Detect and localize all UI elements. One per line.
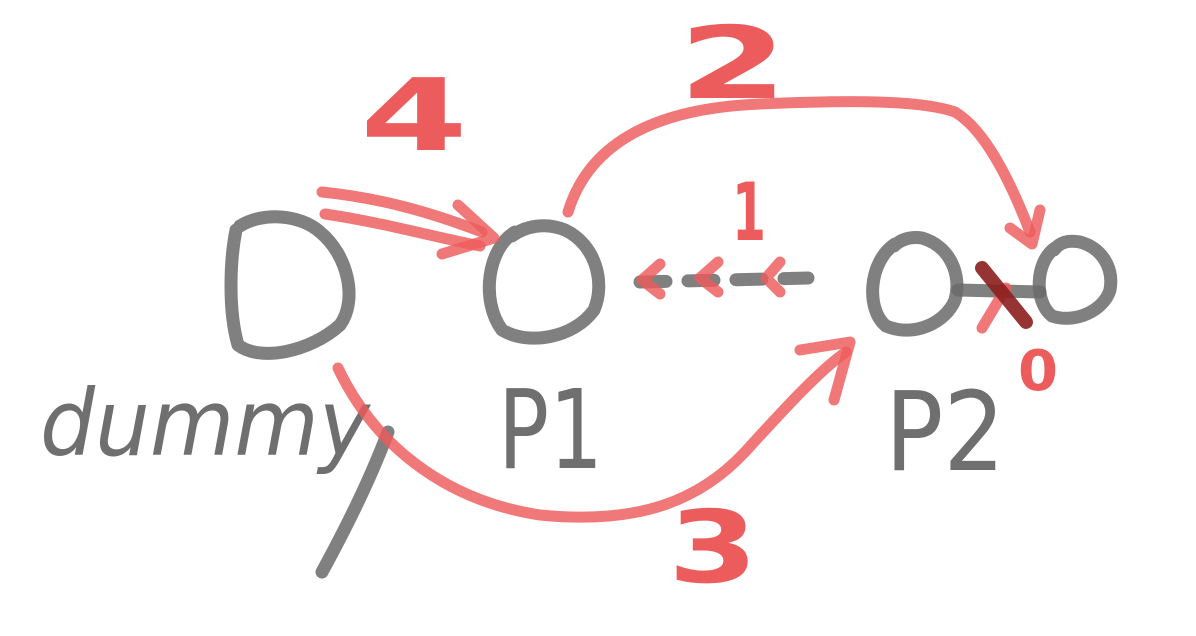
dashed-link-red-arrowhead-3: [760, 256, 786, 298]
step-2-label: 2: [678, 5, 788, 122]
node-next: [1032, 234, 1118, 325]
step-2-arrow: [562, 96, 1046, 250]
step-3-arrowhead: [794, 336, 856, 406]
node-dummy-circle: [224, 210, 356, 360]
node-p2-circle: [866, 231, 964, 337]
node-p2-label: P2: [885, 368, 1005, 496]
step-0-label: 0: [1018, 339, 1058, 404]
step-2-arrowhead: [1004, 204, 1046, 250]
node-dummy: dummy: [40, 210, 395, 579]
step-0-strike: [975, 261, 1033, 329]
step-4-arrowhead: [436, 199, 500, 260]
step-1-label: 1: [732, 166, 766, 259]
node-next-circle: [1032, 234, 1118, 325]
step-4-arrow: [316, 186, 500, 260]
dummy-label-tail: [315, 425, 395, 579]
step-0-cut: [975, 261, 1033, 334]
step-4-label: 4: [360, 57, 468, 174]
node-p1-label: P1: [498, 366, 603, 494]
node-p1: P1: [482, 219, 606, 494]
node-p1-circle: [482, 219, 606, 345]
step-4-line-a: [316, 186, 488, 238]
dashed-link-red-arrowhead-1: [636, 258, 666, 300]
step-3-arrow: [332, 336, 856, 523]
dashed-link-p2-to-p1: [633, 256, 815, 300]
dashed-link-red-arrowhead-2: [694, 256, 724, 298]
step-3-label: 3: [668, 489, 758, 606]
step-2-curve: [562, 96, 1036, 238]
node-dummy-label: dummy: [40, 370, 371, 477]
step-3-curve: [332, 346, 852, 523]
node-p2: P2: [866, 231, 1005, 496]
dashed-link-gray: [633, 271, 815, 289]
